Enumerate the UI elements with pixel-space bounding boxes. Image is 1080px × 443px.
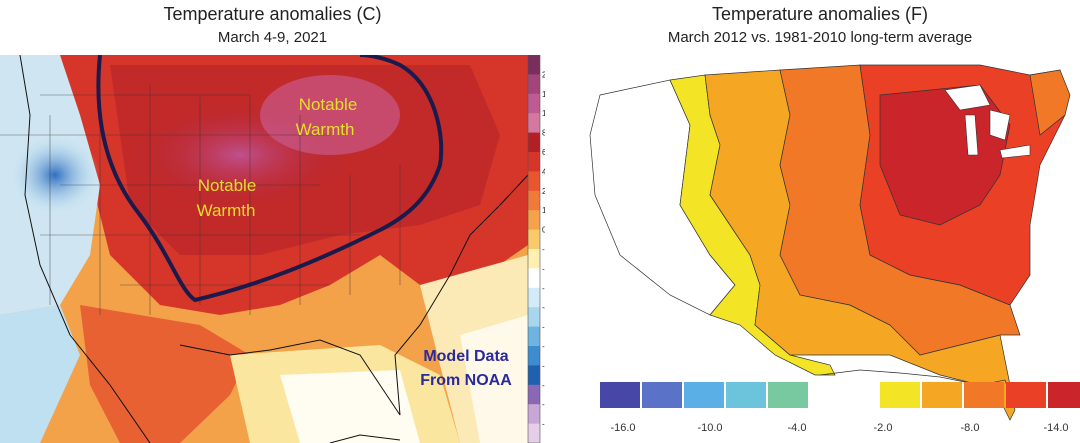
colorbar-swatch [528,307,540,328]
legend-label-neg10: -10.0 [697,422,722,434]
right-map-title: Temperature anomalies (F) [711,4,929,24]
colorbar-label: 6 [542,148,545,157]
legend-swatch [600,382,640,408]
left-map-subtitle: March 4-9, 2021 [217,29,328,46]
colorbar-label: -20 [542,400,545,409]
colorbar-label: 16 [542,90,545,99]
colorbar-swatch [528,365,540,386]
legend-label-neg8: -8.0 [961,422,980,434]
colorbar-label: -28 [542,420,545,429]
source-note-line2: From NOAA [420,372,512,389]
legend-swatch [726,382,766,408]
colorbar-swatch [528,229,540,250]
colorbar-swatch [528,384,540,405]
right-legend [600,382,1080,408]
left-colorbar: 20 16 12 8 6 4 2.5 1.5 0.5 -0.5 -1.5 -2.5 -4 -6 -8 -12 -… [527,55,545,443]
colorbar-swatch [528,287,540,308]
us-county-map [589,64,1071,386]
colorbar-swatch [528,132,540,153]
colorbar-swatch [528,404,540,425]
colorbar-swatch [528,423,540,443]
colorbar-swatch [528,113,540,134]
right-map-subtitle: March 2012 vs. 1981-2010 long-term avera… [667,29,973,46]
colorbar-label: 20 [542,70,545,79]
legend-label-neg14: -14.0 [1043,422,1068,434]
colorbar-swatch [528,326,540,347]
coastline [19,55,529,443]
legend-label-neg2: -2.0 [874,422,893,434]
left-anomaly-map: Notable Warmth Notable Warmth Model Data… [0,55,545,443]
colorbar-label: 1.5 [542,206,545,215]
annotation-notable-2: Notable [198,176,257,195]
colorbar-swatch [528,93,540,114]
legend-label-neg16: -16.0 [610,422,635,434]
colorbar-swatch [528,74,540,95]
colorbar-swatch [528,210,540,231]
legend-swatch [1048,382,1080,408]
legend-swatch [684,382,724,408]
legend-swatch [922,382,962,408]
left-map-panel: Temperature anomalies (C) March 4-9, 202… [0,4,545,443]
annotation-notable-1: Notable [299,95,358,114]
colorbar-label: 0.5 [542,226,545,235]
annotation-warmth-1: Warmth [296,120,355,139]
right-map-panel: Temperature anomalies (F) March 2012 vs.… [560,0,1080,443]
colorbar-label: -1.5 [542,264,545,273]
colorbar-swatch [528,171,540,192]
legend-swatch [964,382,1004,408]
colorbar-label: -12 [542,361,545,370]
great-lakes [944,84,1031,159]
colorbar-label: 8 [542,129,545,138]
colorbar-label: -0.5 [542,245,545,254]
legend-label-neg4: -4.0 [788,422,807,434]
state-borders [0,85,401,315]
source-note-line1: Model Data [423,348,508,365]
right-legend-labels: -16.0 -10.0 -4.0 -2.0 -8.0 -14.0 [610,422,1068,434]
right-anomaly-map: -16.0 -10.0 -4.0 -2.0 -8.0 -14.0 [589,64,1080,434]
legend-swatch [642,382,682,408]
colorbar-label: 12 [542,109,545,118]
legend-swatch [768,382,808,408]
colorbar-label: -4 [542,303,545,312]
colorbar-label: -6 [542,323,545,332]
colorbar-swatch [528,346,540,366]
left-map-title: Temperature anomalies (C) [163,4,382,24]
legend-swatch [1006,382,1046,408]
colorbar-swatch [528,152,540,172]
colorbar-label: 4 [542,167,545,176]
legend-swatch [880,382,920,408]
colorbar-swatch [528,55,540,75]
colorbar-label: -8 [542,342,545,351]
colorbar-label: -2.5 [542,284,545,293]
colorbar-swatch [528,268,540,289]
colorbar-label: -16 [542,381,545,390]
colorbar-swatch [528,249,540,269]
warmth-contour [96,55,444,303]
annotation-warmth-2: Warmth [197,201,256,220]
colorbar-label: 2.5 [542,187,545,196]
colorbar-swatch [528,190,540,211]
